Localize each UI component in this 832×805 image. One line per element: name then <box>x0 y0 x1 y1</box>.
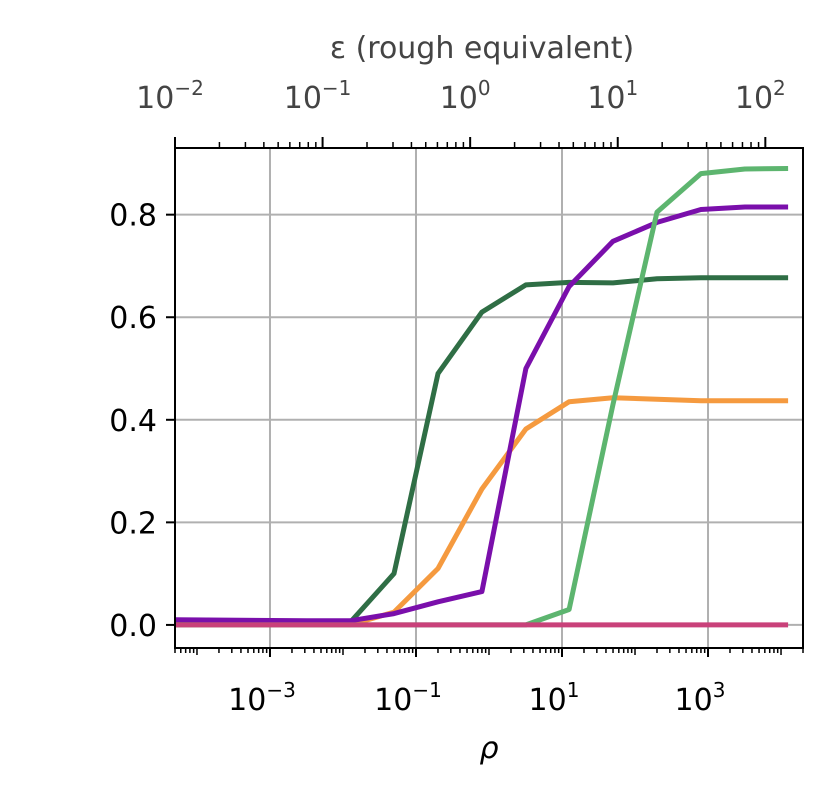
y-tick-label: 0.0 <box>109 609 157 644</box>
y-tick-label: 0.4 <box>109 404 157 439</box>
x-tick-label: 10−1 <box>374 678 442 718</box>
x-tick-label: 101 <box>529 678 580 718</box>
top-tick-label: 10−2 <box>136 76 204 116</box>
top-tick-label: 100 <box>440 76 491 116</box>
series-line-3 <box>174 204 789 624</box>
series-line-4 <box>175 166 789 628</box>
x-axis: 10−3 10−1 101 103 <box>174 648 804 718</box>
y-tick-label: 0.2 <box>109 506 157 541</box>
y-tick-label: 0.8 <box>109 199 157 234</box>
series-line-1 <box>175 275 789 625</box>
top-axis-title: ε (rough equivalent) <box>330 31 634 66</box>
y-tick-label: 0.6 <box>109 301 157 336</box>
top-x-axis: 10−2 10−1 100 101 102 <box>136 76 786 148</box>
series-lines <box>174 166 789 628</box>
x-axis-title: ρ <box>479 731 498 766</box>
top-tick-label: 10−1 <box>284 76 352 116</box>
top-tick-label: 101 <box>587 76 638 116</box>
x-tick-label: 10−3 <box>228 678 296 718</box>
top-tick-label: 102 <box>735 76 786 116</box>
grid <box>175 148 803 648</box>
y-axis: 0.0 0.2 0.4 0.6 0.8 <box>109 199 175 644</box>
x-tick-label: 103 <box>675 678 726 718</box>
